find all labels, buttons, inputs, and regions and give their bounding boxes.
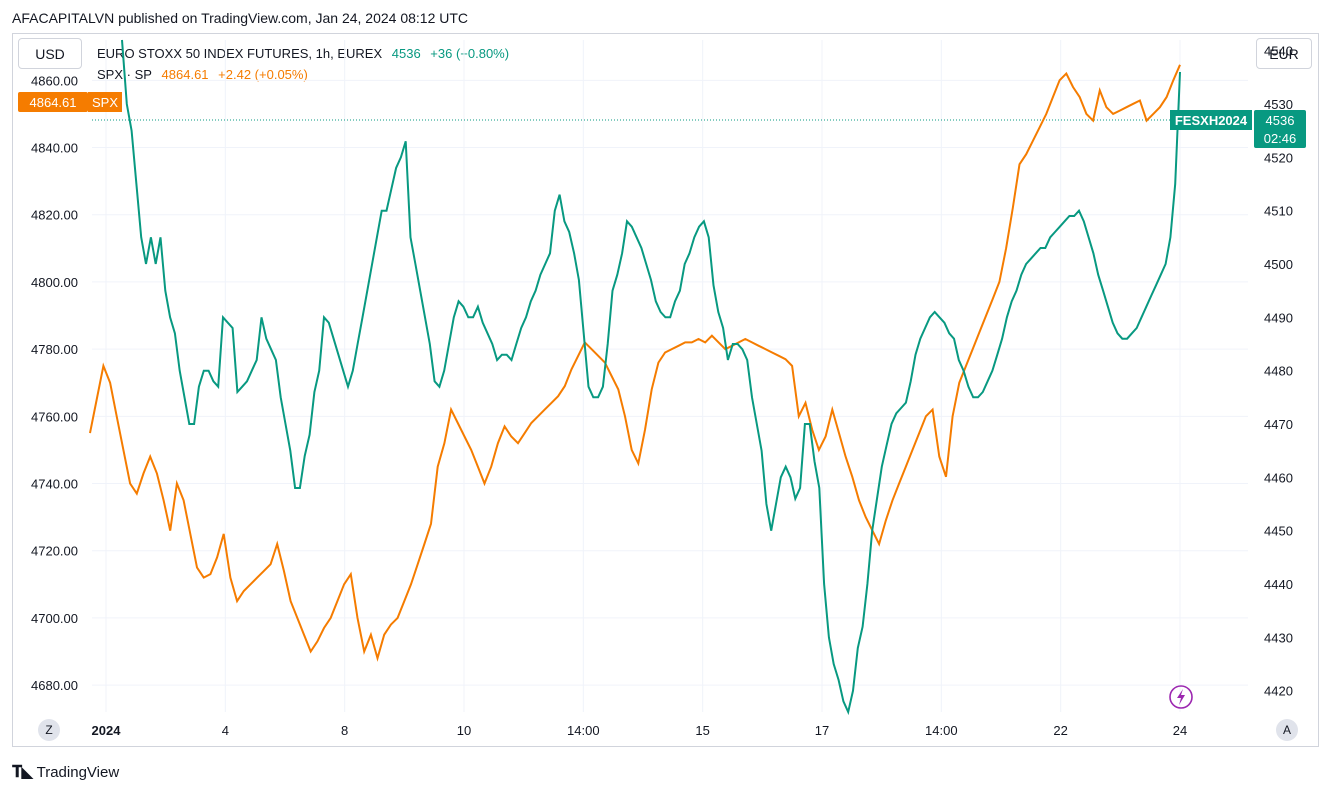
left-axis-tick-label: 4720.00: [31, 544, 78, 559]
right-axis-tick-label: 4510: [1264, 204, 1293, 219]
left-axis-tick-label: 4860.00: [31, 73, 78, 88]
fesx-price-badge: [1254, 110, 1306, 148]
left-axis-tick-label: 4780.00: [31, 342, 78, 357]
right-axis-tick-label: 4500: [1264, 257, 1293, 272]
tradingview-logo-icon: 𝐓◣: [12, 764, 34, 781]
spx-label-text: SPX: [92, 95, 118, 110]
left-axis-tick-label: 4820.00: [31, 208, 78, 223]
right-axis-tick-label: 4470: [1264, 417, 1293, 432]
right-currency-button[interactable]: EUR: [1256, 38, 1312, 69]
left-axis-tick-label: 4760.00: [31, 409, 78, 424]
fesx-countdown-text: 02:46: [1264, 131, 1297, 146]
main-series-legend: EURO STOXX 50 INDEX FUTURES, 1h, EUREX 4…: [97, 46, 515, 61]
lightning-icon[interactable]: [1169, 685, 1193, 709]
right-axis-tick-label: 4430: [1264, 630, 1293, 645]
x-axis-ticks: 2024 4 8 10 14:00 15 17 14:00 22 24: [92, 723, 1188, 738]
main-series-name: EURO STOXX 50 INDEX FUTURES, 1h, EUREX: [97, 46, 383, 61]
x-axis-tick-label: 22: [1053, 723, 1067, 738]
auto-scale-button[interactable]: A: [1276, 719, 1298, 741]
main-series-change: +36 (+0.80%): [430, 46, 510, 61]
x-axis-tick-label: 8: [341, 723, 348, 738]
spx-series-line: [89, 64, 1181, 662]
right-axis-tick-label: 4420: [1264, 684, 1293, 699]
left-axis-tick-label: 4700.00: [31, 611, 78, 626]
compare-series-change: +2.42 (+0.05%): [218, 67, 308, 82]
chart-frame: [12, 33, 1319, 747]
x-axis-tick-label: 15: [695, 723, 709, 738]
fesx-price-text: 4536: [1266, 113, 1295, 128]
right-axis-tick-label: 4440: [1264, 577, 1293, 592]
fesx-series-line: [121, 39, 1181, 716]
left-axis-tick-label: 4840.00: [31, 141, 78, 156]
left-axis-ticks: 4860.00 4840.00 4820.00 4800.00 4780.00 4760.…: [31, 73, 78, 693]
left-axis-tick-label: 4800.00: [31, 275, 78, 290]
left-axis-tick-label: 4680.00: [31, 678, 78, 693]
spx-label-badge: [88, 92, 122, 112]
main-series-last: 4536: [391, 46, 421, 61]
right-axis-ticks: 4540 4530 4520 4510 4500 4490 4480 4470 4460 4450…: [1264, 44, 1293, 699]
spx-price-text: 4864.61: [30, 95, 77, 110]
x-axis-tick-label: 14:00: [567, 723, 600, 738]
right-axis-tick-label: 4520: [1264, 150, 1293, 165]
left-axis-tick-label: 4740.00: [31, 477, 78, 492]
x-axis-tick-label: 14:00: [925, 723, 958, 738]
spx-price-badge: [18, 92, 88, 112]
footer-brand[interactable]: 𝐓◣ TradingView: [12, 762, 119, 782]
x-axis-tick-label: 10: [457, 723, 471, 738]
right-axis-tick-label: 4540: [1264, 44, 1293, 59]
right-axis-tick-label: 4480: [1264, 364, 1293, 379]
fesx-label-badge: [1170, 110, 1252, 130]
right-axis-tick-label: 4490: [1264, 310, 1293, 325]
fesx-label-text: FESXH2024: [1175, 113, 1248, 128]
compare-series-last: 4864.61: [161, 67, 209, 82]
x-axis-tick-label: 17: [815, 723, 829, 738]
x-axis-tick-label: 2024: [92, 723, 122, 738]
right-axis-tick-label: 4530: [1264, 97, 1293, 112]
x-axis-tick-label: 4: [222, 723, 229, 738]
footer-brand-text: TradingView: [36, 763, 120, 781]
grid-lines: [92, 40, 1248, 712]
x-axis-tick-label: 24: [1173, 723, 1187, 738]
zoom-button[interactable]: Z: [38, 719, 60, 741]
lightning-bolt-icon: [1177, 689, 1185, 705]
left-currency-button[interactable]: USD: [18, 38, 82, 69]
publish-line: AFACAPITALVN published on TradingView.co…: [12, 10, 469, 26]
right-axis-tick-label: 4450: [1264, 524, 1293, 539]
right-axis-tick-label: 4460: [1264, 470, 1293, 485]
